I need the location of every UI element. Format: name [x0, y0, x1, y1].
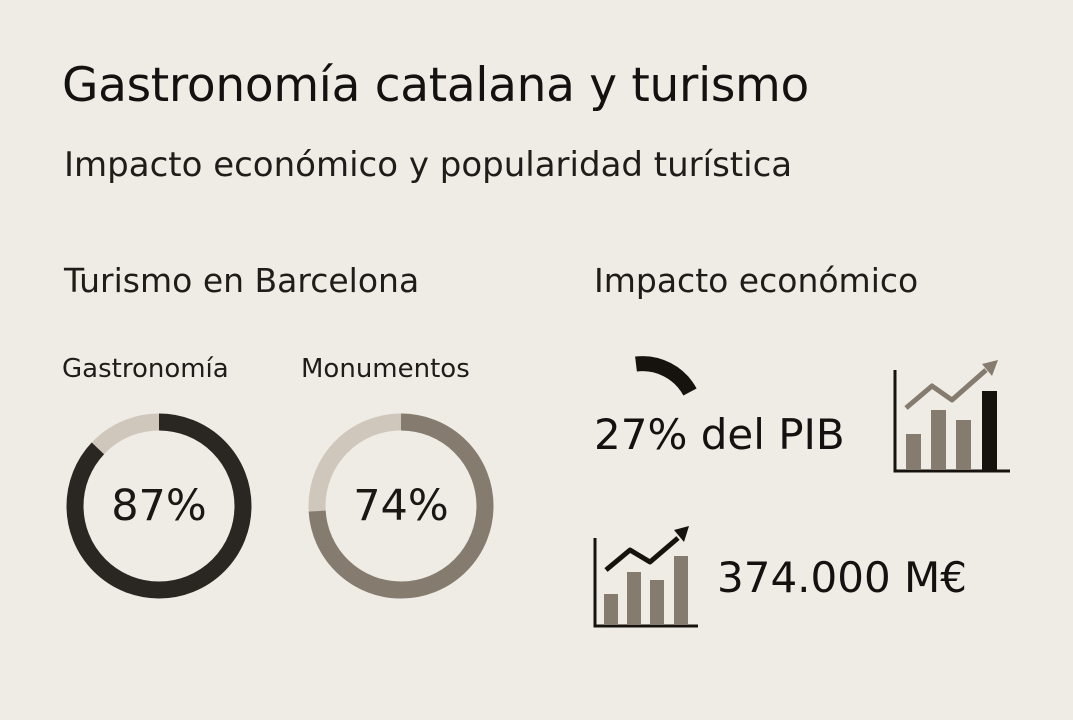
monuments-value: 74%: [353, 481, 449, 531]
bar-chart-trend-icon: [890, 356, 1012, 480]
page-title: Gastronomía catalana y turismo: [62, 58, 809, 113]
gastronomy-value: 87%: [111, 481, 207, 531]
tourism-heading: Turismo en Barcelona: [64, 261, 420, 300]
gdp-share-text: 27% del PIB: [594, 410, 845, 459]
monuments-label: Monumentos: [301, 354, 470, 384]
partial-arc-icon: [630, 352, 702, 400]
page-subtitle: Impacto económico y popularidad turístic…: [64, 145, 793, 185]
gastronomy-donut: 87%: [66, 413, 252, 599]
bar-chart-trend-icon: [592, 520, 702, 636]
monuments-donut-fill: [308, 413, 494, 599]
economy-heading: Impacto económico: [594, 261, 919, 300]
gastronomy-donut-fill: [66, 413, 252, 599]
revenue-text: 374.000 M€: [717, 553, 967, 602]
monuments-donut: 74%: [308, 413, 494, 599]
gastronomy-label: Gastronomía: [62, 354, 229, 384]
